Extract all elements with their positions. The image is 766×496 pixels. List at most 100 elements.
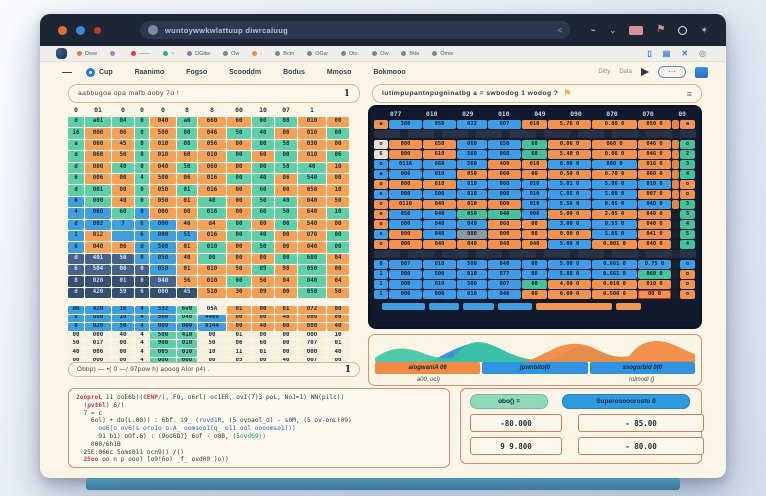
- grid-cell[interactable]: 00: [198, 253, 226, 265]
- grid-cell[interactable]: 500: [150, 242, 176, 253]
- grid-cell[interactable]: 00: [275, 230, 297, 242]
- table-cell[interactable]: 500: [423, 190, 456, 199]
- grid-cell[interactable]: 04: [327, 276, 349, 287]
- grid-cell[interactable]: 10: [112, 314, 134, 323]
- row-end-cell[interactable]: 3: [680, 160, 695, 169]
- grid-cell[interactable]: 020: [85, 323, 111, 331]
- grid-cell[interactable]: 401: [85, 253, 111, 265]
- table-cell[interactable]: 400: [488, 160, 521, 169]
- grid-cell[interactable]: 6: [68, 242, 84, 253]
- grid-cell[interactable]: d: [68, 117, 84, 128]
- table-cell[interactable]: 010: [522, 180, 547, 189]
- grid-cell[interactable]: 050: [298, 265, 326, 276]
- grid-cell[interactable]: 000: [150, 230, 176, 242]
- grid-cell[interactable]: 00: [112, 348, 134, 357]
- grid-cell[interactable]: 010: [298, 151, 326, 162]
- grid-cell[interactable]: 00: [327, 357, 349, 366]
- grid-cell[interactable]: 46: [177, 219, 197, 230]
- code-editor-panel[interactable]: 2ooproL 11 ooE6b)(CENP/), FO, o6rl) oc1E…: [68, 388, 450, 468]
- grid-cell[interactable]: d: [135, 242, 149, 253]
- chevron-down-icon[interactable]: ⌄: [608, 24, 617, 35]
- grid-cell[interactable]: 0: [68, 323, 84, 331]
- grid-cell[interactable]: d4: [198, 219, 226, 230]
- collapse-icon[interactable]: —: [62, 66, 72, 78]
- grid-cell[interactable]: 50: [112, 151, 134, 162]
- scroll-track-segment[interactable]: [672, 220, 679, 229]
- settings-icon[interactable]: ✶: [700, 24, 708, 35]
- grid-cell[interactable]: 050: [298, 287, 326, 299]
- grid-cell[interactable]: 00: [227, 253, 251, 265]
- grid-cell[interactable]: d: [68, 287, 84, 299]
- grid-cell[interactable]: 50: [327, 287, 349, 299]
- grid-cell[interactable]: 00: [227, 230, 251, 242]
- grid-cell[interactable]: a0: [177, 117, 197, 128]
- row-end-cell[interactable]: o: [680, 290, 695, 299]
- grid-cell[interactable]: 00: [275, 340, 297, 348]
- table-cell[interactable]: 00: [522, 220, 547, 229]
- table-cell[interactable]: 046 0: [638, 150, 671, 159]
- table-cell[interactable]: 668: [423, 160, 456, 169]
- table-cell[interactable]: 010: [423, 180, 456, 189]
- grid-cell[interactable]: 10: [327, 331, 349, 340]
- grid-cell[interactable]: 00: [327, 314, 349, 323]
- grid-cell[interactable]: 016: [198, 208, 226, 219]
- grid-cell[interactable]: 040: [298, 276, 326, 287]
- grid-cell[interactable]: 6: [135, 219, 149, 230]
- grid-cell[interactable]: 56: [177, 276, 197, 287]
- grid-cell[interactable]: 51: [177, 230, 197, 242]
- grid-cell[interactable]: 000: [85, 314, 111, 323]
- grid-cell[interactable]: 01: [327, 340, 349, 348]
- grid-cell[interactable]: 00: [327, 173, 349, 185]
- table-cell[interactable]: 040 0: [638, 220, 671, 229]
- grid-cell[interactable]: 60: [252, 219, 274, 230]
- grid-cell[interactable]: 4: [135, 331, 149, 340]
- grid-cell[interactable]: 50: [227, 265, 251, 276]
- table-cell[interactable]: 650: [488, 140, 521, 149]
- formula-bar-left[interactable]: aabbugoa opa mafb ooby 7o ! 1: [68, 84, 360, 103]
- grid-cell[interactable]: 06: [275, 173, 297, 185]
- grid-cell[interactable]: 000: [150, 208, 176, 219]
- grid-cell[interactable]: 00: [198, 357, 226, 366]
- scroll-track-segment[interactable]: [672, 260, 679, 269]
- bookmark-item[interactable]: Bcm: [275, 51, 294, 57]
- table-cell[interactable]: 010: [522, 200, 547, 209]
- table-cell[interactable]: 5.40 0: [548, 150, 591, 159]
- scrollbar-thumb[interactable]: [498, 302, 532, 310]
- grid-cell[interactable]: 50: [275, 162, 297, 173]
- grid-cell[interactable]: 707: [298, 340, 326, 348]
- grid-cell[interactable]: 006: [85, 173, 111, 185]
- grid-cell[interactable]: 06: [112, 265, 134, 276]
- grid-cell[interactable]: 4: [135, 306, 149, 314]
- grid-cell[interactable]: 00: [275, 253, 297, 265]
- grid-cell[interactable]: 050: [150, 253, 176, 265]
- grid-cell[interactable]: 30: [227, 287, 251, 299]
- hamburger-icon[interactable]: ≡: [686, 88, 692, 99]
- grid-cell[interactable]: 010: [198, 265, 226, 276]
- grid-cell[interactable]: d: [68, 185, 84, 196]
- bookmark-item[interactable]: ——: [130, 51, 150, 57]
- grid-cell[interactable]: 09: [252, 265, 274, 276]
- value-box[interactable]: -80.000: [470, 414, 562, 432]
- grid-cell[interactable]: 050: [150, 265, 176, 276]
- grid-cell[interactable]: 00: [68, 357, 84, 366]
- bookmark-item[interactable]: DGtiw: [187, 51, 210, 57]
- grid-cell[interactable]: 040: [298, 242, 326, 253]
- value-box[interactable]: - 80.00: [578, 437, 704, 455]
- address-bar[interactable]: wuntoywwkwlattuup diwrcaluug <: [140, 21, 570, 39]
- grid-cell[interactable]: 08: [275, 117, 297, 128]
- grid-cell[interactable]: 0: [68, 314, 84, 323]
- grid-cell[interactable]: 010: [150, 139, 176, 151]
- grid-cell[interactable]: 50: [327, 196, 349, 208]
- row-end-cell[interactable]: o: [680, 180, 695, 189]
- grid-cell[interactable]: 11: [227, 348, 251, 357]
- scrollbar-thumb[interactable]: [535, 302, 613, 310]
- table-cell[interactable]: 060 0: [638, 170, 671, 179]
- grid-cell[interactable]: 06: [327, 151, 349, 162]
- table-cell[interactable]: 650: [423, 140, 456, 149]
- grid-cell[interactable]: d: [68, 253, 84, 265]
- grid-cell[interactable]: 00: [112, 357, 134, 366]
- grid-cell[interactable]: 0: [135, 139, 149, 151]
- scroll-track-segment[interactable]: [672, 270, 679, 279]
- grid-cell[interactable]: 40: [298, 162, 326, 173]
- grid-cell[interactable]: 000: [85, 331, 111, 340]
